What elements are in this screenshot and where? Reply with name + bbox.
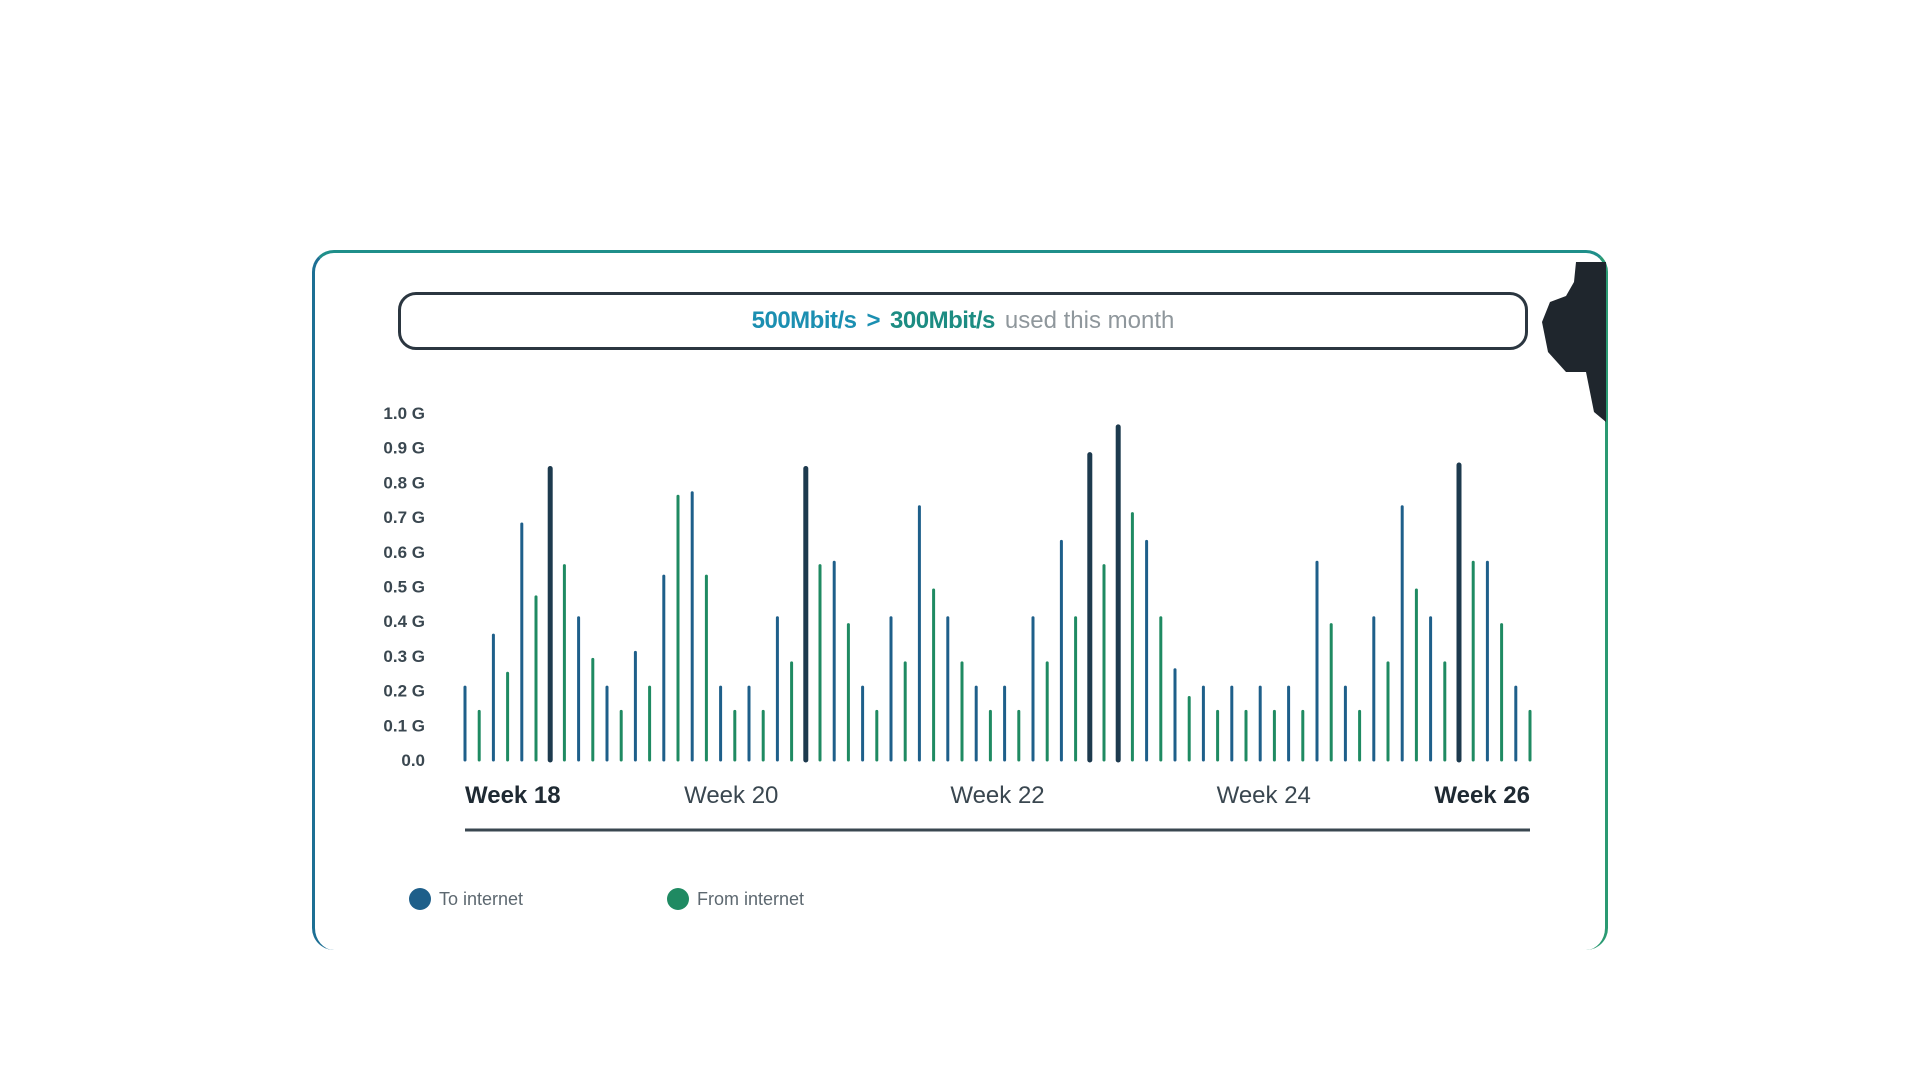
usage-suffix: used this month	[1004, 307, 1175, 334]
usage-value-primary: 500Mbit/s	[751, 307, 857, 334]
x-tick-label: Week 20	[684, 782, 778, 809]
y-tick-label: 0.1 G	[383, 716, 425, 735]
corner-decoration-icon	[1542, 262, 1606, 422]
legend-item-from-internet: From internet	[667, 888, 804, 910]
x-tick-label: Week 26	[1434, 782, 1530, 809]
x-tick-label: Week 22	[950, 782, 1044, 809]
y-tick-label: 0.9 G	[383, 439, 425, 458]
monthly-usage-banner: 500Mbit/s > 300Mbit/s used this month	[398, 292, 1528, 350]
y-tick-label: 0.5 G	[383, 578, 425, 597]
y-tick-label: 0.8 G	[383, 473, 425, 492]
x-tick-label: Week 18	[465, 782, 561, 809]
x-tick-label: Week 24	[1217, 782, 1311, 809]
legend-dot-to-internet	[409, 888, 431, 910]
y-tick-label: 0.6 G	[383, 543, 425, 562]
y-tick-label: 0.3 G	[383, 647, 425, 666]
y-tick-label: 0.0	[401, 751, 425, 770]
legend-dot-from-internet	[667, 888, 689, 910]
usage-separator: >	[866, 307, 881, 334]
traffic-card	[312, 250, 1608, 950]
y-tick-label: 1.0 G	[383, 404, 425, 423]
legend-label-to-internet: To internet	[439, 888, 524, 909]
usage-value-secondary: 300Mbit/s	[890, 307, 995, 334]
y-tick-label: 0.2 G	[383, 682, 425, 701]
y-tick-label: 0.4 G	[383, 612, 425, 631]
y-tick-label: 0.7 G	[383, 508, 425, 527]
legend-label-from-internet: From internet	[697, 888, 805, 909]
legend-item-to-internet: To internet	[409, 888, 523, 910]
